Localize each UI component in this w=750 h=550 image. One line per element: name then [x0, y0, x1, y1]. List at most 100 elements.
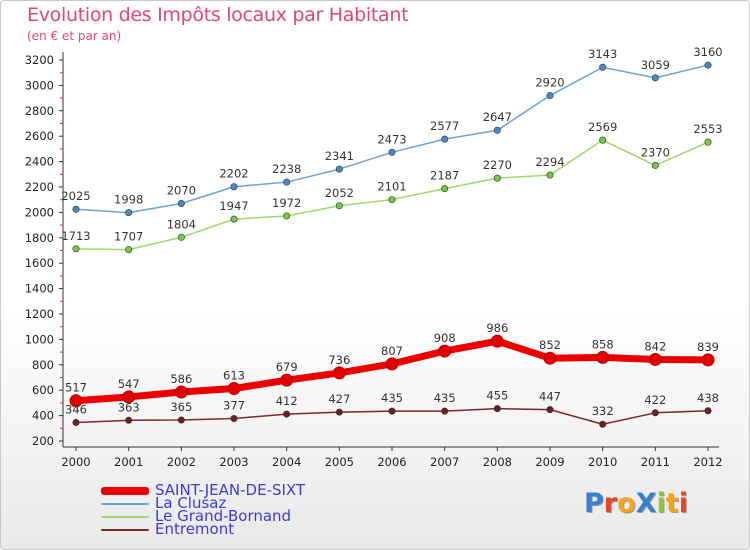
legend-swatch-entremont	[101, 529, 149, 531]
y-tick-label: 400	[32, 409, 54, 423]
data-point	[174, 385, 188, 399]
data-label: 455	[486, 389, 508, 403]
data-point	[385, 357, 399, 371]
y-tick-label: 3200	[25, 53, 54, 67]
data-point	[125, 209, 133, 217]
y-tick-label: 200	[32, 434, 54, 448]
y-tick-label: 800	[32, 358, 54, 372]
data-point	[596, 350, 610, 364]
data-label: 2101	[377, 180, 406, 194]
y-tick-label: 1800	[25, 231, 54, 245]
data-label: 3059	[641, 58, 670, 72]
x-tick-label: 2008	[483, 455, 512, 469]
x-tick-label: 2012	[693, 455, 722, 469]
data-point	[280, 373, 294, 387]
data-point	[177, 233, 185, 241]
data-point	[543, 351, 557, 365]
legend-swatch-le-grand-bornand	[101, 516, 149, 518]
data-label: 2270	[483, 158, 512, 172]
data-label: 1713	[61, 229, 90, 243]
data-label: 422	[644, 393, 666, 407]
data-point	[701, 353, 715, 367]
data-label: 2920	[535, 76, 564, 90]
data-label: 412	[276, 394, 298, 408]
data-point	[441, 185, 449, 193]
data-point	[283, 178, 291, 186]
data-point	[283, 212, 291, 220]
y-tick-label: 1200	[25, 307, 54, 321]
data-label: 447	[539, 390, 561, 404]
x-tick-label: 2009	[535, 455, 564, 469]
data-point	[69, 394, 83, 408]
data-label: 517	[65, 381, 87, 395]
data-point	[230, 183, 238, 191]
data-label: 346	[65, 402, 87, 416]
data-label: 2370	[641, 145, 670, 159]
data-label: 986	[486, 321, 508, 335]
y-tick-label: 1000	[25, 332, 54, 346]
y-tick-label: 2800	[25, 104, 54, 118]
data-label: 2052	[325, 186, 354, 200]
data-point	[388, 407, 396, 415]
y-tick-label: 1400	[25, 282, 54, 296]
data-label: 2341	[325, 149, 354, 163]
data-point	[441, 407, 449, 415]
data-point	[651, 74, 659, 82]
data-label: 3160	[693, 45, 722, 59]
data-point	[441, 135, 449, 143]
x-tick-label: 2007	[430, 455, 459, 469]
y-tick-label: 2200	[25, 180, 54, 194]
data-point	[125, 416, 133, 424]
data-label: 842	[644, 339, 666, 353]
data-point	[648, 352, 662, 366]
data-label: 377	[223, 399, 245, 413]
data-point	[388, 148, 396, 156]
data-label: 1972	[272, 196, 301, 210]
data-label: 1804	[167, 217, 196, 231]
data-label: 2070	[167, 184, 196, 198]
data-label: 435	[381, 391, 403, 405]
data-label: 2569	[588, 120, 617, 134]
y-tick-label: 2600	[25, 129, 54, 143]
data-label: 839	[697, 340, 719, 354]
data-point	[490, 334, 504, 348]
legend-item-entremont: Entremont	[101, 520, 341, 538]
x-tick-label: 2004	[272, 455, 301, 469]
y-tick-label: 2000	[25, 205, 54, 219]
logo-letter: X	[635, 488, 657, 519]
legend-item-saint-jean-de-sixt: SAINT-JEAN-DE-SIXT	[101, 481, 341, 499]
data-point	[546, 406, 554, 414]
data-label: 2187	[430, 169, 459, 183]
x-tick-label: 2000	[61, 455, 90, 469]
logo-letter: i	[678, 488, 688, 519]
data-point	[72, 418, 80, 426]
x-tick-label: 2002	[167, 455, 196, 469]
data-label: 852	[539, 338, 561, 352]
data-point	[388, 196, 396, 204]
logo-letter: P	[584, 488, 604, 519]
data-label: 435	[434, 391, 456, 405]
data-point	[599, 63, 607, 71]
y-tick-label: 3000	[25, 78, 54, 92]
legend-label-le-grand-bornand: Le Grand-Bornand	[155, 507, 292, 525]
data-point	[546, 92, 554, 100]
data-label: 2294	[535, 155, 564, 169]
data-label: 1707	[114, 230, 143, 244]
data-point	[72, 245, 80, 253]
data-point	[177, 416, 185, 424]
data-label: 332	[592, 404, 614, 418]
data-label: 1998	[114, 193, 143, 207]
data-label: 736	[328, 353, 350, 367]
logo-letter: r	[603, 488, 618, 519]
data-point	[122, 390, 136, 404]
data-point	[599, 136, 607, 144]
logo-letter: i	[656, 488, 666, 519]
legend-label-entremont: Entremont	[155, 520, 235, 538]
chart-subtitle: (en € et par an)	[27, 29, 122, 43]
data-label: 438	[697, 391, 719, 405]
data-label: 2202	[219, 167, 248, 181]
data-label: 908	[434, 331, 456, 345]
data-point	[546, 171, 554, 179]
